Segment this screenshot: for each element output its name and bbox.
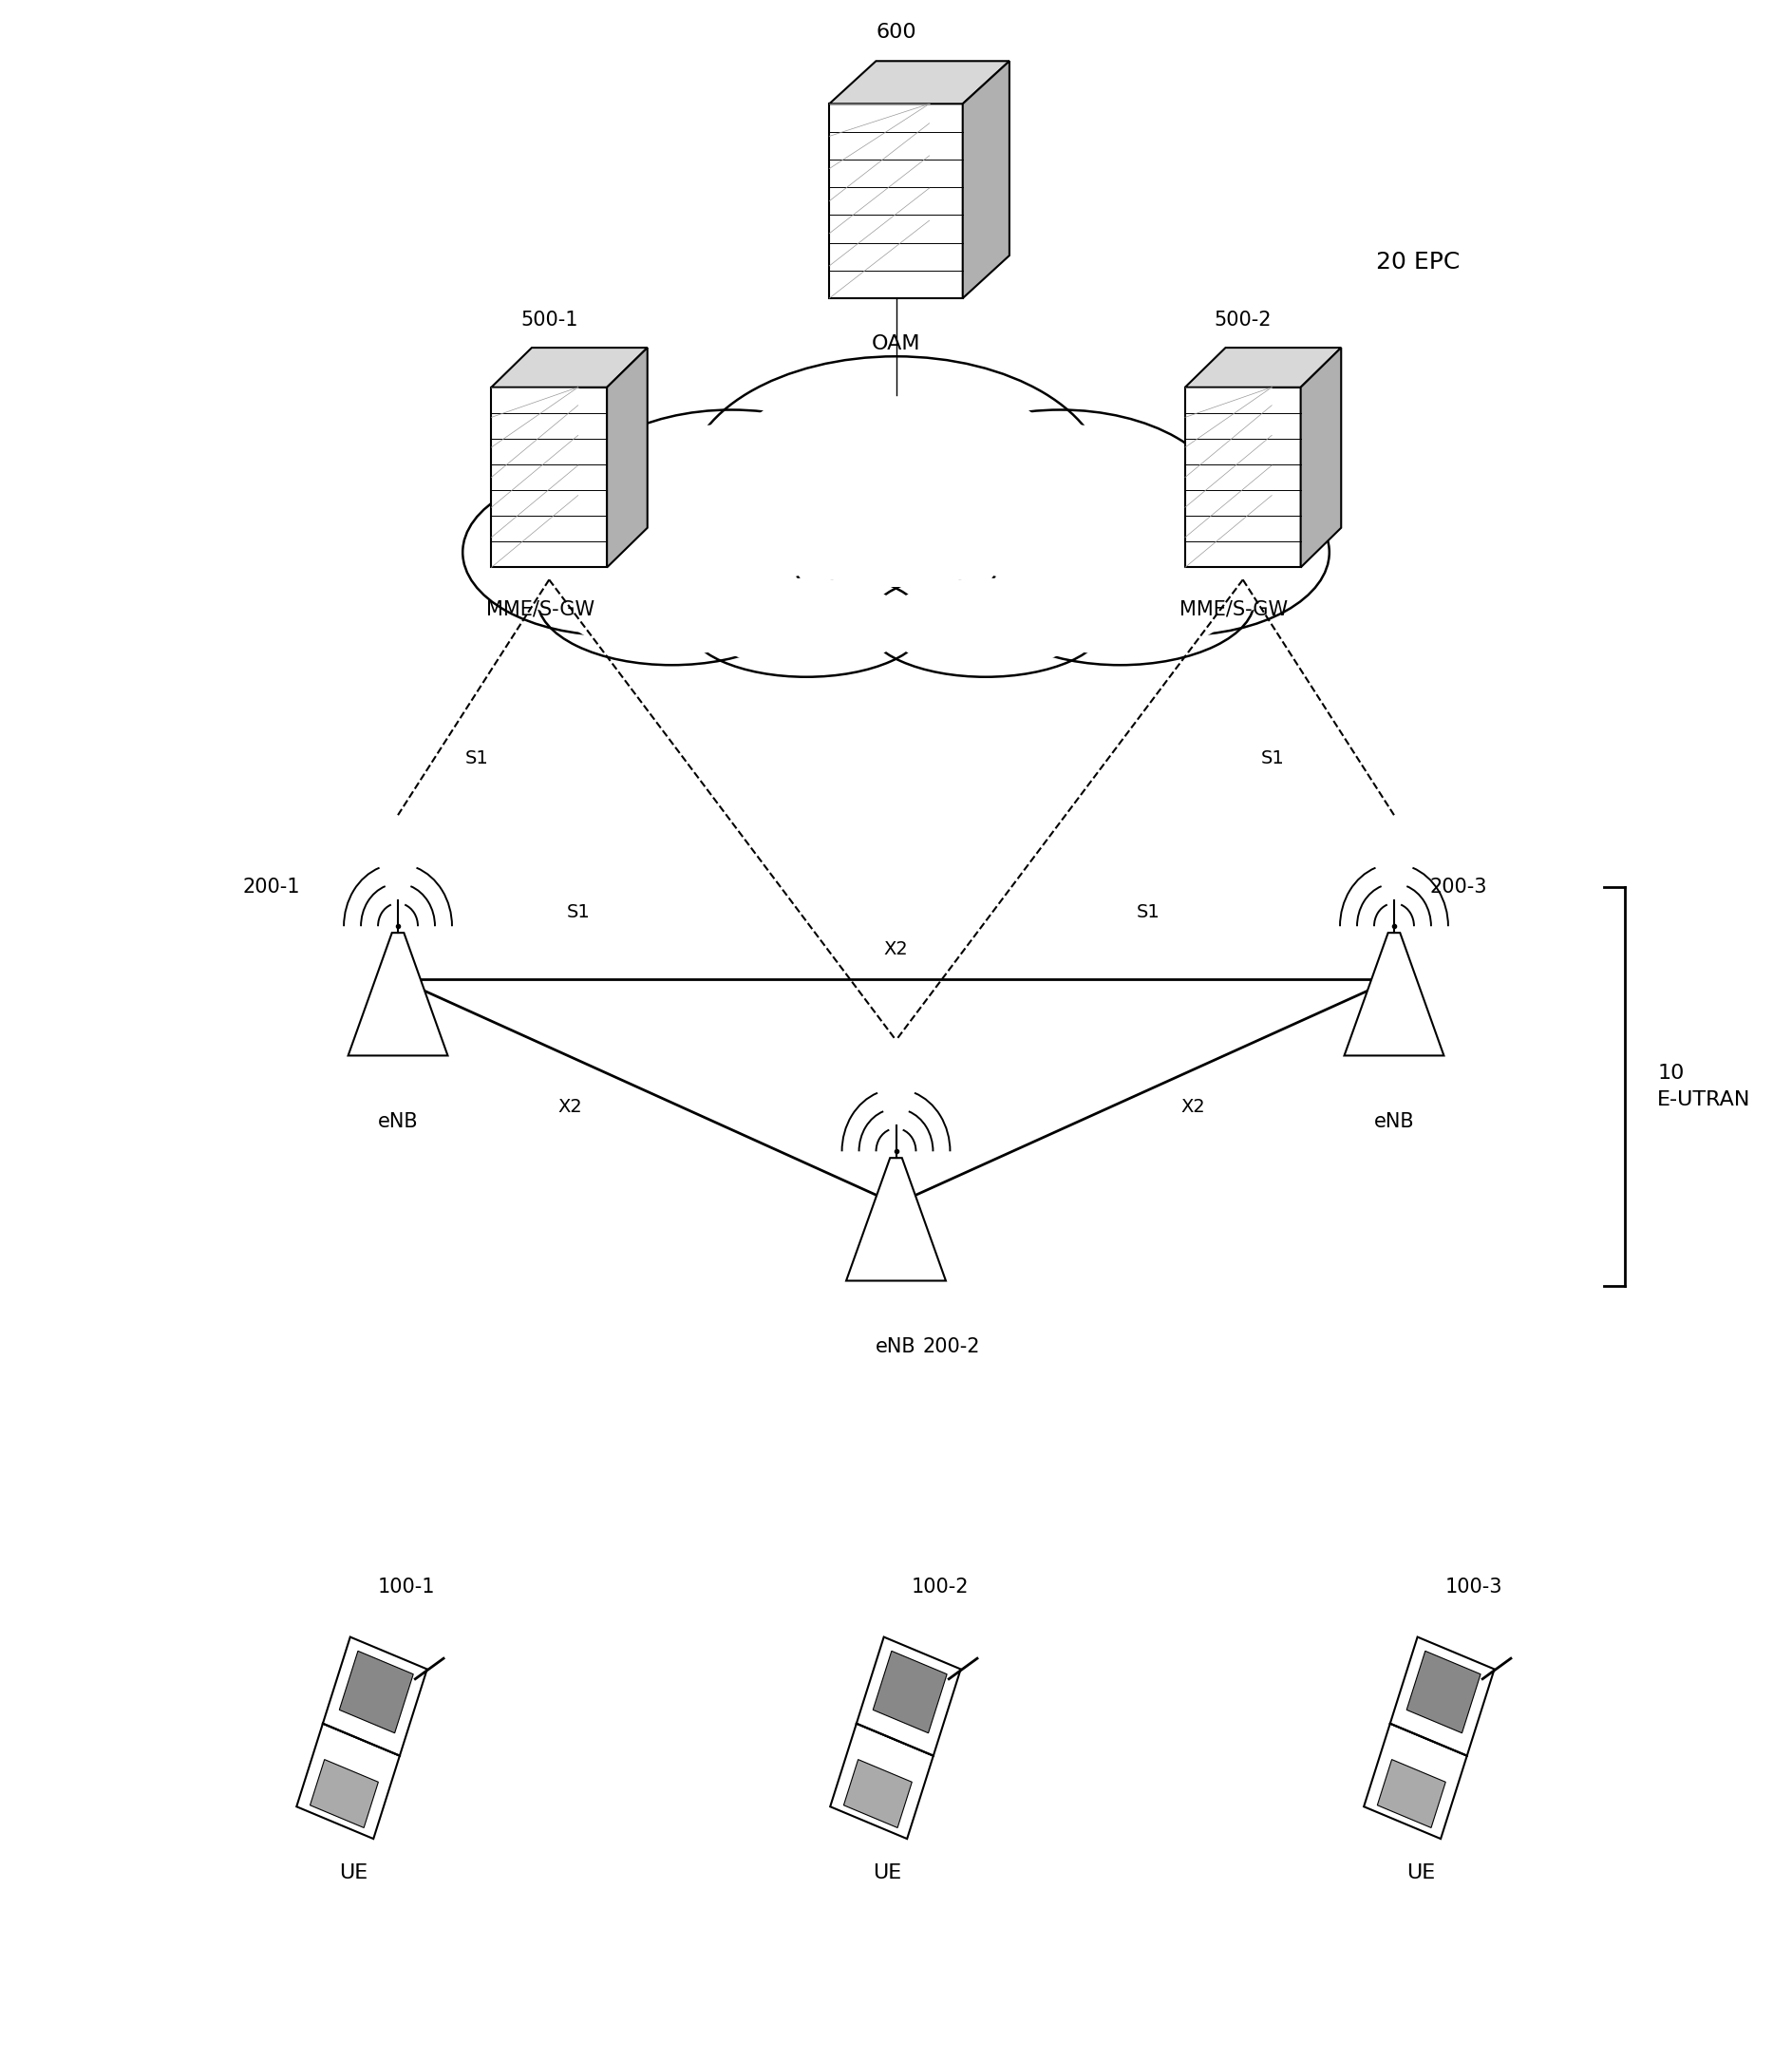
Polygon shape [830,62,1009,103]
Text: MME/S-GW: MME/S-GW [1179,599,1288,620]
Text: S1: S1 [566,902,590,921]
Text: 100-2: 100-2 [912,1578,969,1596]
Polygon shape [1391,1638,1495,1755]
Ellipse shape [921,424,1201,585]
Polygon shape [348,933,448,1055]
Ellipse shape [557,544,787,655]
Ellipse shape [866,571,1106,678]
Text: X2: X2 [1181,1098,1204,1117]
Ellipse shape [568,410,896,599]
Text: S1: S1 [1136,902,1159,921]
Polygon shape [844,1759,912,1827]
Polygon shape [339,1650,414,1732]
Polygon shape [1364,1724,1468,1840]
Ellipse shape [462,470,762,634]
Polygon shape [830,1724,934,1840]
Polygon shape [607,348,647,566]
Text: UE: UE [339,1862,367,1883]
Text: eNB: eNB [876,1337,916,1355]
Polygon shape [830,103,962,299]
Text: 100-3: 100-3 [1446,1578,1503,1596]
Polygon shape [296,1724,400,1840]
Ellipse shape [986,534,1254,665]
Text: 200-1: 200-1 [242,878,299,896]
Ellipse shape [1005,544,1235,655]
Text: S1: S1 [466,750,489,768]
Polygon shape [1378,1759,1446,1827]
Text: UE: UE [1407,1862,1435,1883]
Polygon shape [1407,1650,1480,1732]
Text: X2: X2 [557,1098,582,1117]
Text: 200-2: 200-2 [923,1337,980,1355]
Text: OAM: OAM [871,334,921,352]
Polygon shape [846,1158,946,1281]
Ellipse shape [883,579,1088,669]
Text: 200-3: 200-3 [1430,878,1487,896]
Polygon shape [491,348,647,387]
Text: 20 EPC: 20 EPC [1376,251,1460,274]
Ellipse shape [538,534,806,665]
Text: 100-1: 100-1 [378,1578,435,1596]
Polygon shape [873,1650,946,1732]
Polygon shape [857,1638,961,1755]
Text: 500-1: 500-1 [520,311,577,330]
Text: UE: UE [873,1862,901,1883]
Ellipse shape [591,424,871,585]
Text: 10
E-UTRAN: 10 E-UTRAN [1658,1063,1751,1108]
Text: S1: S1 [1260,750,1285,768]
Polygon shape [1344,933,1444,1055]
Text: 600: 600 [876,23,916,41]
Ellipse shape [486,482,738,622]
Ellipse shape [896,410,1224,599]
Polygon shape [962,62,1009,299]
Polygon shape [1301,348,1340,566]
Ellipse shape [1030,470,1330,634]
Ellipse shape [686,571,926,678]
Polygon shape [323,1638,426,1755]
Polygon shape [1185,387,1301,566]
Polygon shape [491,387,607,566]
Polygon shape [1185,348,1340,387]
Text: MME/S-GW: MME/S-GW [486,599,595,620]
Polygon shape [310,1759,378,1827]
Ellipse shape [719,375,1073,587]
Ellipse shape [1054,482,1306,622]
Text: 500-2: 500-2 [1215,311,1272,330]
Ellipse shape [686,356,1106,606]
Ellipse shape [704,579,909,669]
Text: eNB: eNB [1374,1112,1414,1131]
Text: X2: X2 [883,939,909,958]
Text: eNB: eNB [378,1112,418,1131]
